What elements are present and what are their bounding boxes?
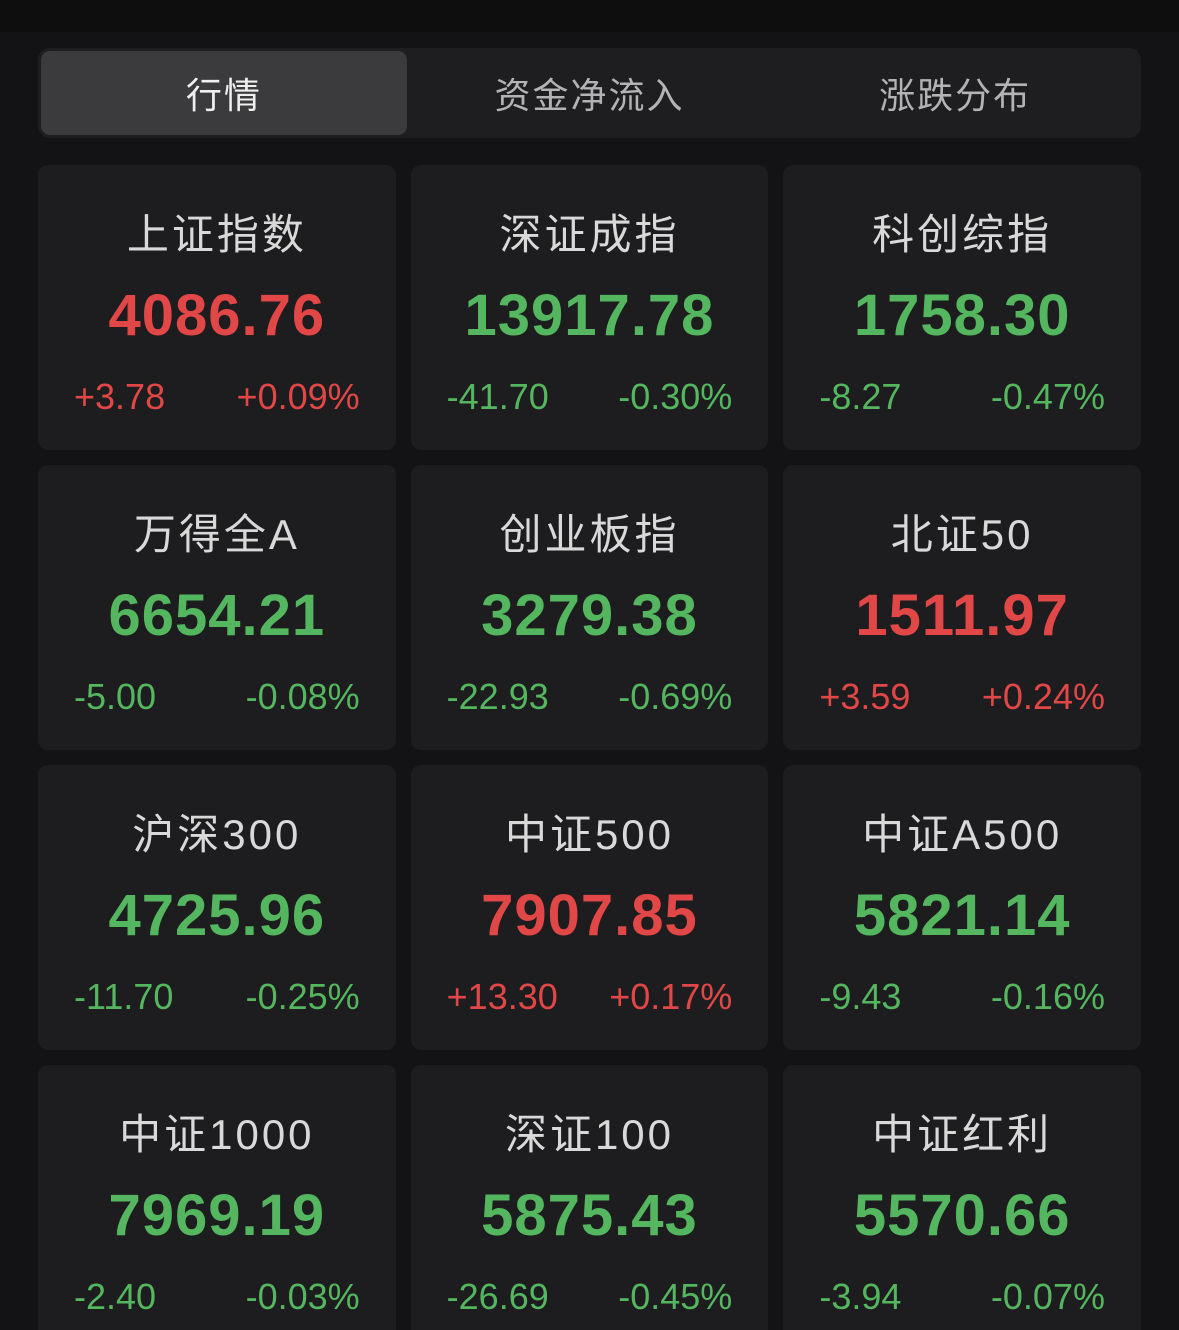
index-change-row: -2.40 -0.03%: [38, 1275, 396, 1319]
index-card-bse-50[interactable]: 北证50 1511.97 +3.59 +0.24%: [783, 465, 1141, 750]
index-change-row: -26.69 -0.45%: [411, 1275, 769, 1319]
index-value: 1758.30: [853, 283, 1071, 348]
tab-net-inflow[interactable]: 资金净流入: [494, 75, 685, 116]
index-change: -3.94: [819, 1276, 902, 1317]
index-value: 13917.78: [464, 283, 715, 348]
index-change-pct: -0.47%: [990, 376, 1105, 417]
index-change-pct: -0.30%: [618, 376, 733, 417]
index-change-pct: -0.03%: [245, 1276, 360, 1317]
index-change-row: -3.94 -0.07%: [783, 1275, 1141, 1319]
index-card-sse-composite[interactable]: 上证指数 4086.76 +3.78 +0.09%: [38, 165, 396, 450]
index-name: 沪深300: [132, 811, 302, 858]
index-change-row: +13.30 +0.17%: [411, 975, 769, 1019]
index-change-pct: +0.09%: [236, 376, 360, 417]
index-card-csi-dividend[interactable]: 中证红利 5570.66 -3.94 -0.07%: [783, 1065, 1141, 1330]
index-change: -9.43: [819, 976, 902, 1017]
index-card-wind-all-a[interactable]: 万得全A 6654.21 -5.00 -0.08%: [38, 465, 396, 750]
status-bar-strip: [0, 0, 1179, 32]
index-name: 北证50: [890, 511, 1034, 558]
index-change-row: +3.59 +0.24%: [783, 675, 1141, 719]
index-change-row: -5.00 -0.08%: [38, 675, 396, 719]
index-value: 5875.43: [481, 1183, 698, 1248]
index-change-pct: -0.07%: [990, 1276, 1105, 1317]
index-change-pct: -0.45%: [618, 1276, 733, 1317]
index-change-pct: +0.17%: [609, 976, 733, 1017]
index-change-pct: -0.25%: [245, 976, 360, 1017]
index-value: 6654.21: [108, 583, 326, 648]
index-change: -22.93: [446, 676, 549, 717]
index-change-row: -41.70 -0.30%: [411, 375, 769, 419]
index-card-star-composite[interactable]: 科创综指 1758.30 -8.27 -0.47%: [783, 165, 1141, 450]
index-change: +3.59: [819, 676, 911, 717]
index-card-csi-300[interactable]: 沪深300 4725.96 -11.70 -0.25%: [38, 765, 396, 1050]
index-value: 7969.19: [108, 1183, 326, 1248]
index-card-csi-a500[interactable]: 中证A500 5821.14 -9.43 -0.16%: [783, 765, 1141, 1050]
index-name: 中证A500: [862, 811, 1063, 858]
index-card-chinext[interactable]: 创业板指 3279.38 -22.93 -0.69%: [410, 465, 769, 750]
index-card-csi-500[interactable]: 中证500 7907.85 +13.30 +0.17%: [410, 765, 769, 1050]
index-change: -11.70: [74, 976, 174, 1017]
index-change: -41.70: [446, 376, 549, 417]
index-value: 4086.76: [108, 283, 326, 348]
index-name: 万得全A: [133, 511, 300, 558]
index-value: 1511.97: [855, 583, 1069, 648]
index-card-grid: 上证指数 4086.76 +3.78 +0.09% 深证成指 13917.78 …: [38, 165, 1141, 1330]
index-change: -8.27: [819, 376, 902, 417]
index-name: 中证红利: [872, 1111, 1053, 1158]
index-change: +13.30: [446, 976, 558, 1017]
index-value: 4725.96: [108, 883, 326, 948]
index-card-szse-component[interactable]: 深证成指 13917.78 -41.70 -0.30%: [410, 165, 769, 450]
index-card-csi-1000[interactable]: 中证1000 7969.19 -2.40 -0.03%: [38, 1065, 396, 1330]
index-value: 3279.38: [481, 583, 698, 648]
index-change: -26.69: [446, 1276, 549, 1317]
index-name: 中证1000: [119, 1111, 315, 1158]
index-change-row: -11.70 -0.25%: [38, 975, 396, 1019]
index-change-pct: -0.16%: [990, 976, 1105, 1017]
index-change-row: +3.78 +0.09%: [38, 375, 396, 419]
index-value: 5570.66: [853, 1183, 1071, 1248]
tab-quotes[interactable]: 行情: [41, 51, 407, 135]
index-value: 7907.85: [481, 883, 698, 948]
index-change-pct: -0.08%: [245, 676, 360, 717]
index-name: 科创综指: [872, 211, 1053, 258]
index-change: +3.78: [74, 376, 166, 417]
index-change: -5.00: [74, 676, 157, 717]
index-change-row: -22.93 -0.69%: [411, 675, 769, 719]
index-name: 创业板指: [499, 511, 680, 558]
index-change: -2.40: [74, 1276, 157, 1317]
index-name: 深证成指: [499, 211, 680, 258]
index-change-pct: +0.24%: [981, 676, 1105, 717]
index-card-szse-100[interactable]: 深证100 5875.43 -26.69 -0.45%: [410, 1065, 769, 1330]
index-change-row: -8.27 -0.47%: [783, 375, 1141, 419]
market-overview-panel: 行情 资金净流入 涨跌分布 上证指数 4086.76 +3.78 +0.09% …: [38, 48, 1141, 1330]
index-name: 中证500: [504, 811, 675, 858]
index-change-row: -9.43 -0.16%: [783, 975, 1141, 1019]
index-name: 上证指数: [126, 211, 307, 258]
tab-bar: 行情 资金净流入 涨跌分布: [38, 48, 1141, 138]
index-change-pct: -0.69%: [618, 676, 733, 717]
index-name: 深证100: [504, 1111, 675, 1158]
tab-advance-decline[interactable]: 涨跌分布: [879, 75, 1032, 116]
index-value: 5821.14: [853, 883, 1071, 948]
